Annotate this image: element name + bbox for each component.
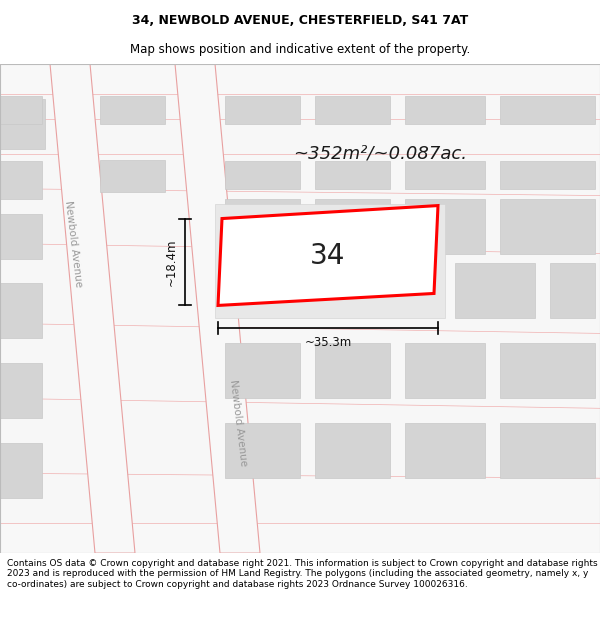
Bar [0, 161, 42, 199]
Bar [225, 423, 300, 478]
Bar [225, 96, 300, 124]
Bar [500, 199, 595, 254]
Bar [500, 423, 595, 478]
Polygon shape [0, 64, 600, 94]
Bar [405, 161, 485, 189]
Bar [225, 343, 300, 398]
Text: ~352m²/~0.087ac.: ~352m²/~0.087ac. [293, 144, 467, 162]
Bar [315, 199, 390, 234]
Bar [315, 423, 390, 478]
Text: ~35.3m: ~35.3m [304, 336, 352, 349]
Bar [500, 343, 595, 398]
Bar [315, 96, 390, 124]
Text: Newbold Avenue: Newbold Avenue [63, 199, 83, 288]
Text: Newbold Avenue: Newbold Avenue [228, 379, 248, 467]
Bar [0, 443, 42, 498]
Bar [100, 96, 165, 124]
Bar [0, 96, 42, 124]
Text: Map shows position and indicative extent of the property.: Map shows position and indicative extent… [130, 43, 470, 56]
Bar [405, 343, 485, 398]
Bar [0, 284, 42, 338]
Bar [0, 99, 45, 149]
Bar [500, 96, 595, 124]
Polygon shape [50, 64, 135, 553]
Text: ~18.4m: ~18.4m [164, 238, 178, 286]
Bar [455, 264, 535, 318]
Bar [405, 96, 485, 124]
Bar [405, 199, 485, 254]
Bar [550, 264, 595, 318]
Bar [0, 214, 42, 259]
Bar [0, 363, 42, 418]
Bar [405, 423, 485, 478]
Text: 34, NEWBOLD AVENUE, CHESTERFIELD, S41 7AT: 34, NEWBOLD AVENUE, CHESTERFIELD, S41 7A… [132, 14, 468, 27]
Bar [500, 161, 595, 189]
Polygon shape [218, 206, 438, 306]
Bar [315, 161, 390, 189]
Bar [225, 161, 300, 189]
Polygon shape [0, 523, 600, 553]
Text: Contains OS data © Crown copyright and database right 2021. This information is : Contains OS data © Crown copyright and d… [7, 559, 598, 589]
Text: 34: 34 [310, 242, 346, 270]
Bar [100, 159, 165, 192]
Polygon shape [215, 204, 445, 318]
Bar [225, 199, 300, 234]
Polygon shape [175, 64, 260, 553]
Bar [315, 343, 390, 398]
